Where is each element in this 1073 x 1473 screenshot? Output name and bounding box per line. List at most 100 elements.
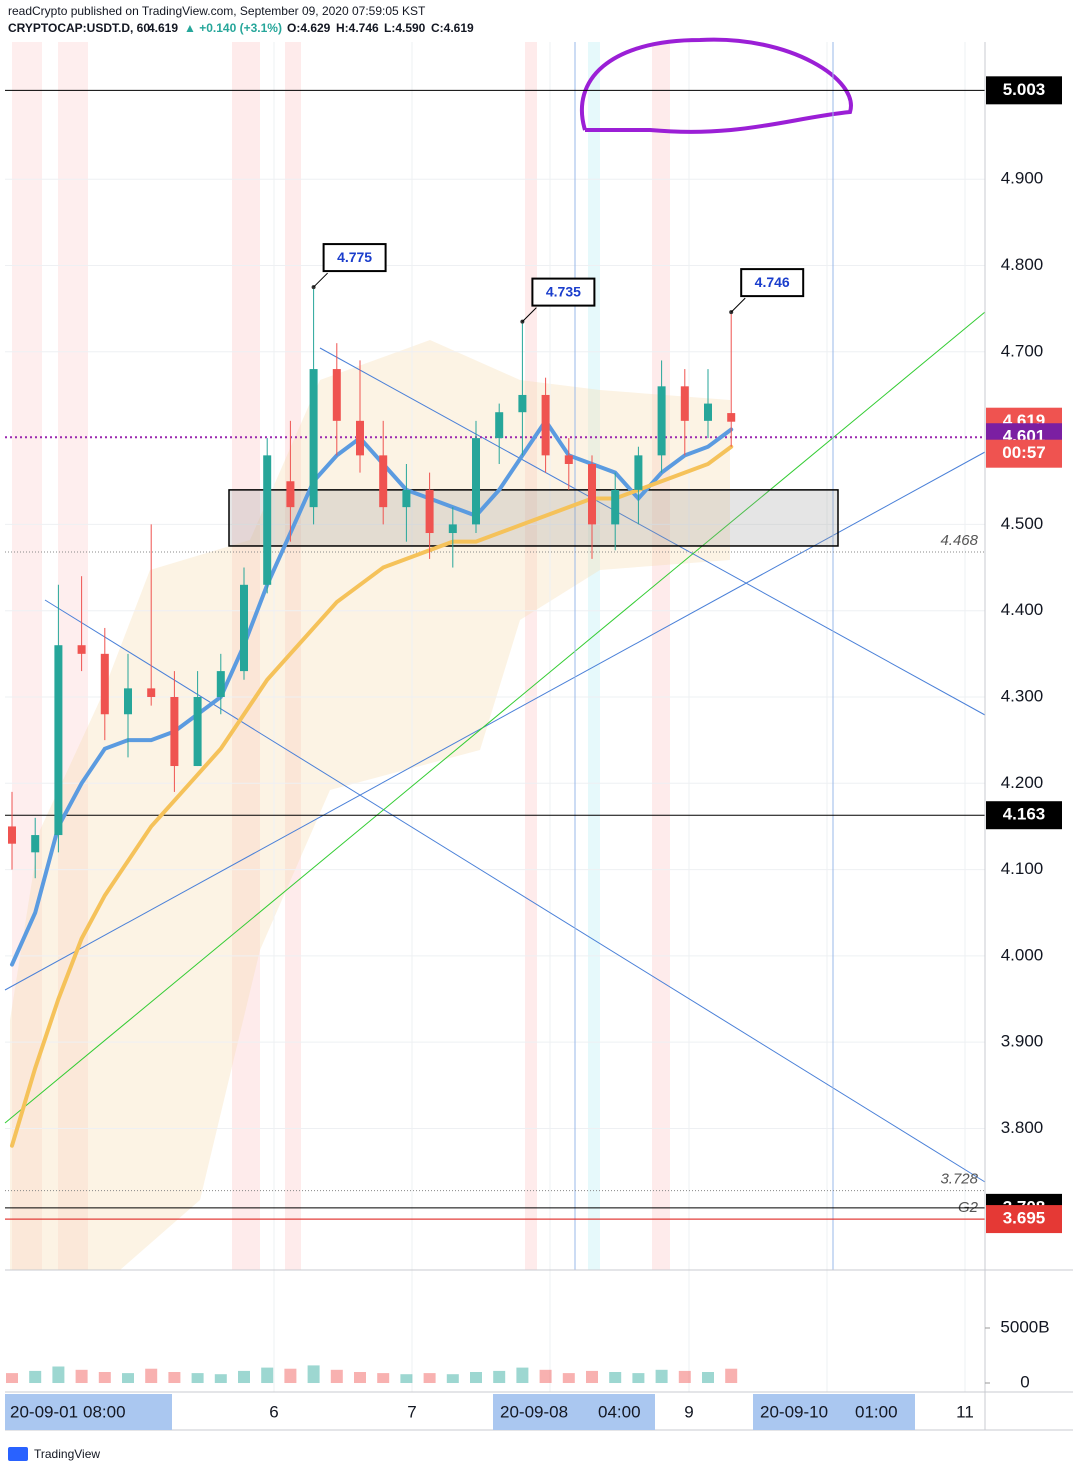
- stripe: [588, 42, 600, 1270]
- volume-bar: [238, 1370, 250, 1384]
- volume-bar: [586, 1370, 598, 1384]
- x-label-highlight: [753, 1394, 915, 1430]
- volume-bar: [168, 1372, 181, 1384]
- x-tick-label: 7: [407, 1402, 416, 1421]
- volume-bar: [307, 1365, 320, 1384]
- volume-bar: [446, 1374, 459, 1384]
- y-tick-label: 3.800: [1001, 1118, 1044, 1137]
- y-tick-label: 4.800: [1001, 255, 1044, 274]
- volume-bar: [122, 1373, 134, 1384]
- annotation-box: [322, 243, 387, 273]
- price-tag-label: 3.695: [1003, 1209, 1046, 1228]
- volume-bar: [702, 1372, 714, 1384]
- annotation-box: [740, 268, 805, 298]
- volume-bar: [145, 1368, 158, 1384]
- y-tick-label: 4.400: [1001, 600, 1044, 619]
- y-tick-label: 4.500: [1001, 514, 1044, 533]
- low: L:4.590: [384, 21, 426, 35]
- candle-body: [263, 455, 272, 585]
- volume-bar: [423, 1373, 436, 1384]
- y-tick-label: 4.300: [1001, 686, 1044, 705]
- hand-drawn-circle: [579, 37, 853, 134]
- volume-bar: [377, 1373, 390, 1384]
- candle-body: [727, 413, 736, 422]
- level-label: 3.728: [940, 1171, 978, 1188]
- candle-body: [54, 645, 63, 836]
- volume-bar: [632, 1373, 645, 1384]
- candle-body: [402, 489, 411, 508]
- price-tag: [986, 1205, 1062, 1234]
- y-tick-label: 4.200: [1001, 773, 1044, 792]
- candle-body: [31, 835, 40, 853]
- trend-line: [44, 599, 986, 1183]
- candle-body: [611, 489, 620, 525]
- volume-bar: [655, 1369, 668, 1384]
- logo: [8, 1447, 28, 1461]
- x-tick-label: 08:00: [83, 1402, 126, 1421]
- volume-bar: [562, 1373, 575, 1384]
- volume-bar: [400, 1374, 413, 1384]
- x-tick-label: 11: [956, 1402, 974, 1421]
- y-tick-label: 4.700: [1001, 341, 1044, 360]
- candle-body: [8, 826, 16, 844]
- moving-average: [10, 417, 734, 967]
- candle-body: [425, 489, 434, 534]
- x-tick-label: 20-09-10: [760, 1402, 828, 1421]
- y-tick-label: 4.000: [1001, 945, 1044, 964]
- volume-bar: [493, 1370, 506, 1384]
- annotation-label: 4.746: [755, 274, 790, 290]
- price-tag-label: 4.163: [1003, 805, 1046, 824]
- candle-body: [240, 584, 248, 672]
- candle-body: [588, 463, 596, 525]
- volume-bar: [678, 1370, 691, 1384]
- publisher: readCrypto published on TradingView.com,…: [8, 4, 426, 18]
- open: O:4.629: [287, 21, 331, 35]
- stripe: [58, 42, 88, 1270]
- annotation-box: [531, 277, 596, 307]
- annotation-label: 4.735: [546, 283, 581, 299]
- x-tick-label: 04:00: [598, 1402, 641, 1421]
- trend-line: [319, 347, 986, 716]
- candle-body: [100, 653, 109, 715]
- candle-body: [147, 688, 156, 697]
- candle-body: [379, 455, 388, 508]
- candle-body: [518, 394, 527, 413]
- footer-brand[interactable]: TradingView: [34, 1447, 100, 1461]
- candle-body: [332, 369, 341, 421]
- volume-bar: [214, 1374, 227, 1384]
- stripe: [525, 42, 537, 1270]
- candle-body: [216, 671, 225, 697]
- volume-bar: [261, 1367, 274, 1384]
- candle-body: [704, 403, 712, 421]
- candle-body: [448, 524, 457, 534]
- y-tick-label: 4.900: [1001, 169, 1044, 188]
- countdown: 00:57: [1002, 443, 1045, 462]
- volume-bar: [539, 1369, 552, 1384]
- range-box: [228, 489, 839, 547]
- countdown-tag: [986, 439, 1062, 468]
- candle-body: [541, 394, 550, 456]
- volume-bar: [6, 1373, 18, 1384]
- annotation-pointer: [313, 272, 328, 288]
- x-tick-label: 20-09-08: [500, 1402, 568, 1421]
- level-label: 4.468: [940, 532, 978, 549]
- candle-body: [564, 455, 573, 464]
- price-tag-label: 5.003: [1003, 80, 1046, 99]
- annotation-label: 4.775: [337, 249, 372, 265]
- annotation-pointer: [730, 297, 746, 313]
- candle-body: [472, 438, 480, 525]
- symbol: CRYPTOCAP:USDT.D, 60: [8, 21, 150, 35]
- volume-bar: [191, 1373, 204, 1384]
- volume-bar: [29, 1370, 42, 1384]
- high: H:4.746: [336, 21, 379, 35]
- x-tick-label: 01:00: [855, 1402, 898, 1421]
- volume-bar: [354, 1372, 366, 1384]
- volume-bar: [516, 1367, 529, 1384]
- x-tick-label: 6: [269, 1402, 278, 1421]
- stripe: [652, 42, 670, 1270]
- candle-body: [680, 386, 689, 421]
- legend: CRYPTOCAP:USDT.D, 60 4.619 ▲ +0.140 (+3.…: [8, 21, 474, 35]
- x-label-highlight: [493, 1394, 655, 1430]
- candle-body: [286, 481, 295, 508]
- candle-body: [657, 386, 666, 456]
